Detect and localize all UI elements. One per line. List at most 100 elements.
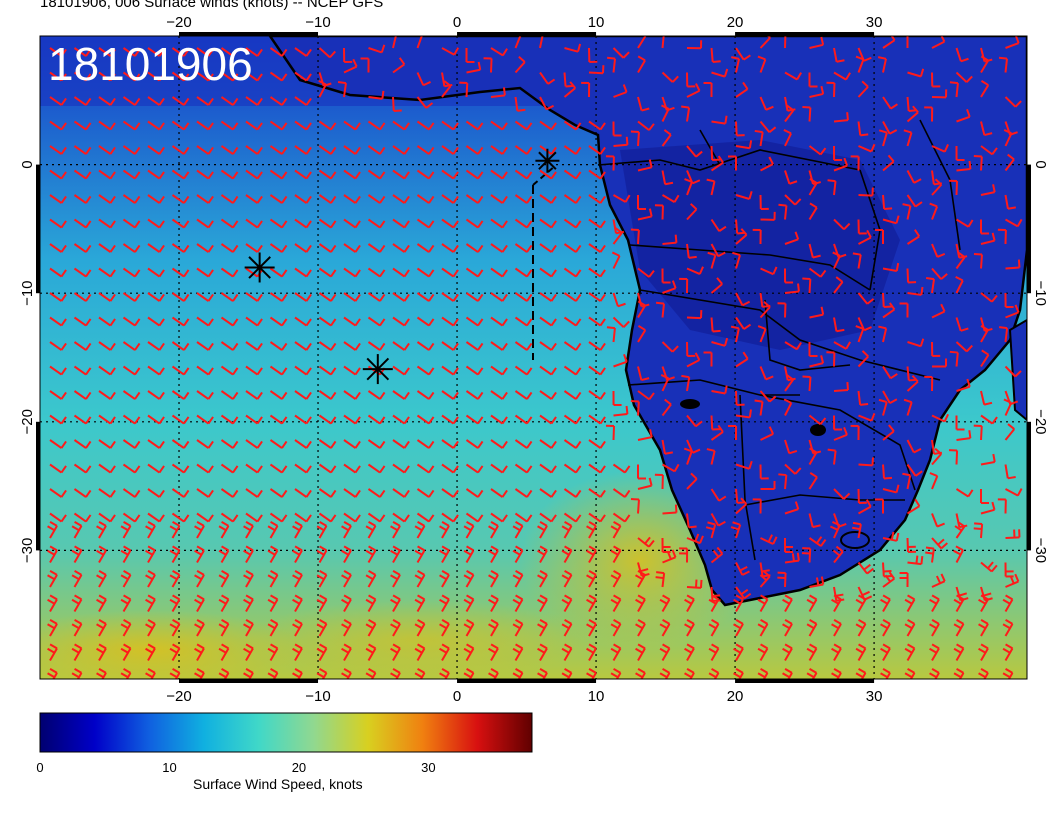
wind-barb [808, 341, 818, 357]
wind-barb [956, 108, 971, 123]
wind-barb [831, 619, 842, 637]
wind-barb [980, 80, 990, 98]
wind-barb [490, 488, 508, 498]
wind-barb [686, 83, 701, 98]
wind-barb [490, 512, 508, 523]
wind-barb [906, 498, 921, 515]
wind-barb [760, 266, 778, 276]
wind-barb [120, 570, 132, 588]
wind-barb [318, 414, 337, 425]
wind-barb [269, 316, 288, 327]
wind-barb [980, 390, 993, 406]
wind-barb [147, 316, 165, 327]
wind-barb [194, 643, 205, 662]
wind-barb [343, 47, 353, 63]
wind-barb [367, 488, 386, 498]
wind-barb [980, 501, 996, 515]
wind-barb [269, 47, 288, 57]
wind-barb [463, 619, 475, 637]
wind-barb [630, 497, 640, 514]
wind-barb [441, 194, 459, 204]
wind-barb [122, 316, 141, 327]
wind-barb [416, 463, 435, 474]
lon-tick-label-bottom: 20 [727, 688, 744, 705]
wind-barb [906, 537, 917, 553]
wind-barb [850, 424, 860, 441]
wind-barb [539, 218, 557, 229]
wind-barb [752, 498, 762, 514]
wind-barb [441, 169, 459, 180]
wind-barb [537, 619, 548, 637]
wind-barb [245, 316, 263, 327]
wind-barb [858, 499, 872, 515]
wind-barb [561, 570, 573, 588]
wind-barb [196, 194, 214, 204]
wind-barb [441, 414, 459, 425]
wind-barb [809, 85, 825, 98]
wind-barb [706, 178, 716, 196]
wind-barb [220, 267, 239, 278]
wind-barb [514, 96, 526, 112]
wind-barb [978, 619, 989, 637]
wind-barb [439, 521, 450, 539]
wind-barb [122, 96, 141, 106]
wind-barb [931, 144, 949, 153]
wind-barb [563, 439, 582, 449]
wind-barb [537, 643, 548, 662]
wind-barb [98, 341, 116, 351]
wind-barb [218, 521, 230, 539]
wind-barb [73, 169, 92, 180]
wind-barb [679, 547, 689, 563]
wind-barb [98, 47, 116, 57]
wind-barb [710, 277, 723, 294]
wind-barb [245, 47, 263, 57]
wind-barb [245, 292, 263, 302]
wind-barb [588, 65, 605, 75]
wind-barb [783, 398, 793, 416]
wind-barb [882, 424, 895, 441]
wind-barb [98, 145, 116, 155]
wind-barb [686, 414, 703, 428]
wind-barb [808, 178, 818, 196]
wind-barb [735, 409, 752, 419]
wind-barb [1005, 218, 1023, 228]
wind-barb [490, 145, 508, 155]
wind-barb [390, 545, 401, 564]
wind-barb [98, 96, 116, 106]
wind-barb [857, 488, 867, 504]
wind-barb [808, 202, 818, 221]
wind-barb [980, 561, 998, 573]
wind-barb [998, 56, 1008, 73]
wind-barb [904, 643, 916, 662]
wind-barb [512, 545, 524, 564]
wind-barb [980, 232, 996, 245]
wind-barb [392, 36, 397, 49]
wind-barb [906, 374, 919, 392]
wind-barb [882, 464, 893, 480]
wind-barb [731, 56, 741, 73]
wind-barb [955, 415, 965, 431]
wind-barb [925, 546, 935, 563]
wind-barb [610, 594, 622, 613]
wind-barb [122, 463, 141, 474]
wind-barb [833, 341, 851, 350]
wind-barb [292, 643, 303, 662]
wind-barb [416, 36, 423, 49]
wind-barb [145, 619, 156, 637]
wind-barb [73, 512, 92, 523]
wind-barb [490, 463, 508, 474]
wind-barb [49, 292, 67, 302]
wind-barb [686, 513, 697, 529]
wind-barb [220, 414, 239, 425]
wind-barb [49, 488, 67, 498]
wind-barb [808, 267, 827, 278]
wind-barb [220, 120, 239, 131]
wind-barb [343, 194, 361, 204]
wind-barb [783, 129, 792, 147]
wind-barb [392, 512, 410, 523]
wind-barb [808, 536, 827, 547]
wind-barb [980, 488, 990, 504]
wind-barb [318, 267, 337, 278]
wind-barb [980, 55, 990, 74]
wind-barb [733, 619, 744, 637]
